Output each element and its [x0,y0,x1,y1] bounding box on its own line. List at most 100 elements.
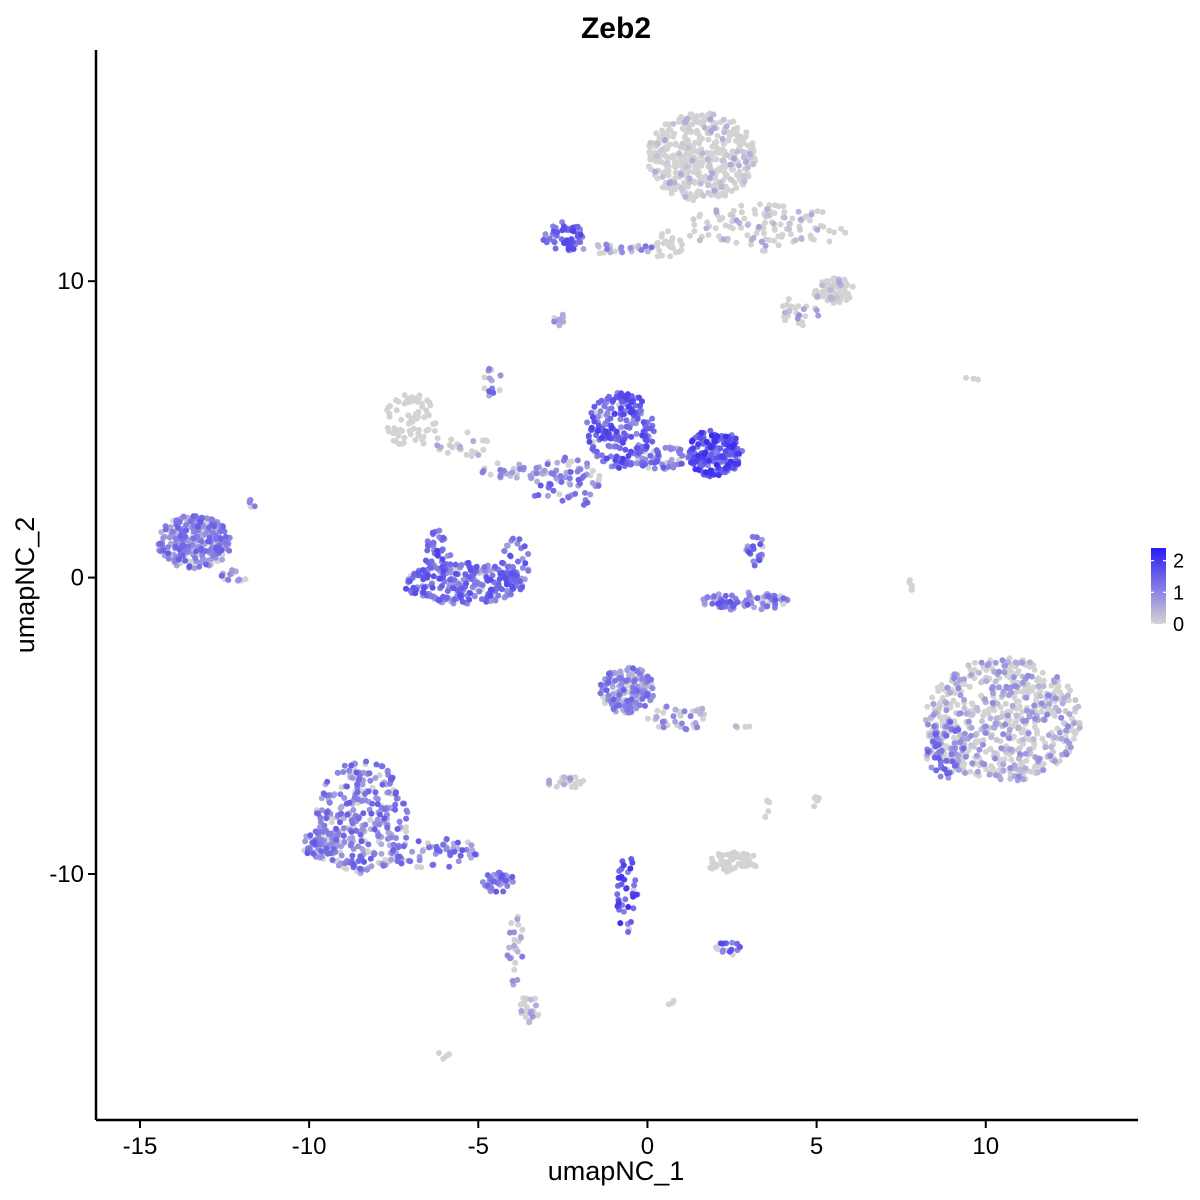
cell-point [770,220,777,227]
cell-point [504,883,511,889]
cell-point [753,230,760,237]
cell-point [511,577,518,584]
cell-point [419,436,426,443]
cell-point [694,127,700,134]
cell-point [1025,672,1031,679]
cell-point [420,589,427,596]
cell-point [736,450,742,457]
cell-point [302,838,309,845]
cell-point [1041,717,1048,723]
cell-point [637,408,644,415]
cell-point [395,432,402,439]
cell-point [236,576,243,583]
cell-point [771,237,778,244]
cell-point [1000,688,1007,695]
cell-point [1071,720,1077,727]
cell-point [580,777,587,784]
cell-point [378,841,385,848]
cell-point [701,450,708,457]
cell-point [427,564,434,570]
cell-point [533,465,540,471]
cell-point [1065,723,1071,730]
cell-point [957,710,964,717]
cell-point [979,718,985,725]
cell-point [670,713,677,720]
cell-point [219,523,226,530]
cell-point [434,442,441,449]
cell-point [660,464,667,471]
cell-point [333,825,339,832]
cell-point [497,472,504,479]
cell-point [522,560,529,567]
cell-point [665,121,672,128]
cell-point [192,555,199,561]
cell-point [671,162,678,169]
cell-point [812,794,819,801]
cell-point [403,585,409,592]
cell-point [799,322,806,329]
cell-point [996,684,1002,691]
cell-point [744,164,751,171]
cell-point [721,116,727,123]
cell-point [509,583,515,590]
cell-point [938,682,945,688]
cell-point [955,726,962,733]
cell-point [712,438,719,445]
cell-point [525,567,532,574]
cell-point [304,850,311,857]
cell-point [666,180,673,187]
cell-point [943,699,950,706]
cell-point [374,801,381,808]
cell-point [492,597,499,604]
cell-point [340,825,347,832]
cell-point [943,723,950,730]
cell-point [551,318,558,325]
cell-point [618,675,625,682]
cell-point [651,465,658,472]
cell-point [750,543,756,550]
cell-point [446,442,453,449]
cell-point [653,130,660,137]
cell-point [744,142,751,149]
cell-point [653,153,660,159]
cell-point [765,808,772,815]
x-tick-label: 5 [810,1133,823,1160]
cell-point [182,557,189,564]
cell-point [195,523,201,530]
cell-point [466,596,473,603]
cell-point [517,466,524,472]
cell-point [329,815,336,822]
cell-point [386,780,393,787]
cell-point [584,419,591,426]
cell-point [703,225,710,232]
cell-point [985,710,992,717]
cell-point [708,452,715,459]
cell-point [681,179,687,186]
cell-point [353,769,360,776]
cell-point [606,393,612,400]
cell-point [735,461,742,467]
cell-point [639,675,646,682]
cell-point [665,463,672,470]
cell-point [953,680,960,687]
cell-point [980,741,986,748]
cell-point [514,948,521,955]
cell-point [678,185,685,192]
cell-point [508,570,515,577]
cell-point [991,707,998,714]
cell-point [381,815,388,822]
cell-point [707,116,714,123]
cell-point [479,879,486,886]
cell-point [340,832,347,839]
cell-point [1076,724,1083,731]
cell-point [699,705,706,712]
cell-point [739,148,746,155]
cell-point [403,828,410,835]
cell-point [560,781,567,788]
cell-point [551,239,558,246]
cell-point [618,424,625,431]
cell-point [932,731,939,738]
cell-point [1046,700,1053,707]
cell-point [470,438,477,445]
cell-point [567,775,574,782]
